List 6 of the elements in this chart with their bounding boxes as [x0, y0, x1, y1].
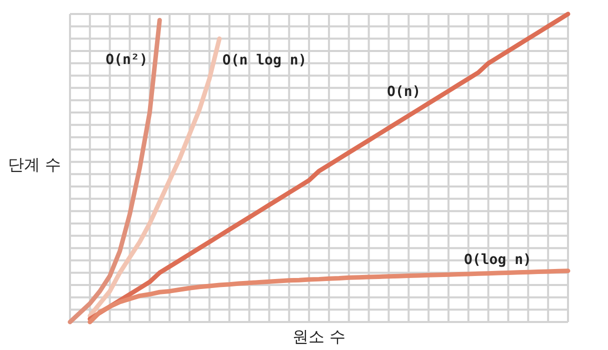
series-label: O(log n) — [464, 252, 532, 268]
series-label: O(n) — [387, 84, 421, 100]
y-axis-title: 단계 수 — [8, 155, 62, 174]
series-label: O(n²) — [106, 52, 148, 68]
series-label: O(n log n) — [222, 52, 307, 69]
x-axis-title: 원소 수 — [292, 327, 346, 346]
